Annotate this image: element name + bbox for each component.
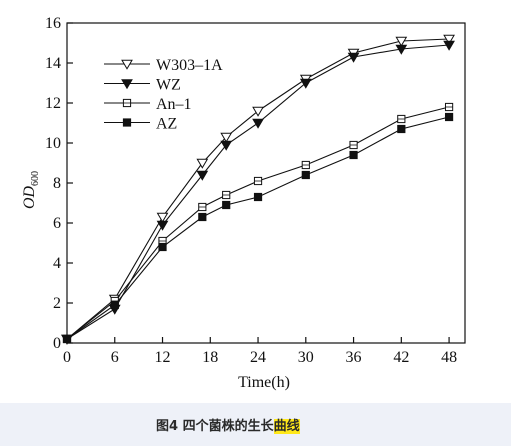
y-tick-label: 4 <box>53 255 61 272</box>
x-tick-label: 42 <box>393 349 409 366</box>
series-4-point <box>349 150 358 160</box>
series-3-line <box>66 106 450 340</box>
legend-label-3: An–1 <box>156 96 192 113</box>
x-tick-label: 12 <box>155 349 171 366</box>
y-tick-label: 0 <box>53 335 61 352</box>
series-2-line <box>66 44 450 340</box>
legend-marker-1 <box>121 59 133 70</box>
series-1-point <box>395 36 408 47</box>
series-2-point <box>156 220 169 231</box>
x-tick-label: 30 <box>298 349 314 366</box>
legend: W303–1A WZ An–1 AZ <box>104 57 223 133</box>
series-1-line <box>66 38 450 340</box>
series-1-point <box>252 106 264 117</box>
y-tick-label: 12 <box>45 95 61 112</box>
series-4-line <box>66 116 450 340</box>
series-2-point <box>252 118 264 129</box>
series-4-point <box>158 242 167 252</box>
series-1-point <box>156 212 169 223</box>
y-tick-label: 8 <box>53 175 61 192</box>
series-4 <box>62 112 454 344</box>
series-4-point <box>110 300 119 310</box>
y-axis: 0 2 4 6 8 10 12 14 16 <box>45 15 73 352</box>
series-1-point <box>196 158 209 169</box>
legend-label-1: W303–1A <box>156 57 223 74</box>
series-2-point <box>443 40 455 51</box>
legend-label-2: WZ <box>156 77 181 94</box>
x-tick-label: 0 <box>63 349 71 366</box>
x-tick-label: 24 <box>250 349 266 366</box>
series-layer <box>61 34 455 345</box>
caption-bar: 图4 四个菌株的生长曲线 <box>0 403 511 446</box>
y-axis-label-subscript: 600 <box>30 171 41 186</box>
y-tick-label: 2 <box>53 295 61 312</box>
y-axis-label: OD600 <box>21 171 41 209</box>
figure-area: 0 2 4 6 8 10 12 14 16 0 6 12 18 24 30 36 42 48 W303–1A WZ… <box>21 15 466 391</box>
series-4-point <box>62 334 72 344</box>
x-axis: 0 6 12 18 24 30 36 42 48 <box>63 337 457 366</box>
y-tick-label: 10 <box>45 135 61 152</box>
legend-label-4: AZ <box>156 116 177 133</box>
x-tick-label: 36 <box>346 349 362 366</box>
legend-marker-2 <box>121 79 133 90</box>
series-2-point <box>299 78 312 89</box>
y-tick-label: 6 <box>53 215 61 232</box>
series-2-point <box>347 52 360 63</box>
series-4-point <box>198 212 207 222</box>
x-tick-label: 48 <box>441 349 457 366</box>
plot-frame <box>66 22 466 344</box>
series-2-point <box>395 44 408 55</box>
series-1-point <box>220 132 233 143</box>
legend-marker-4 <box>122 118 132 127</box>
y-tick-label: 16 <box>45 15 61 32</box>
caption-text: 图4 四个菌株的生长 <box>156 419 274 434</box>
series-4-point <box>253 192 263 202</box>
series-2-point <box>196 170 209 181</box>
series-2-point <box>220 140 233 151</box>
figure-caption: 图4 四个菌株的生长曲线 <box>156 415 300 434</box>
x-tick-label: 18 <box>202 349 218 366</box>
caption-highlight: 曲线 <box>273 419 300 434</box>
y-axis-label-main: OD <box>21 186 38 210</box>
x-tick-label: 6 <box>111 349 119 366</box>
series-1-point <box>443 34 455 45</box>
x-axis-label: Time(h) <box>238 374 290 391</box>
series-4-point <box>397 124 406 134</box>
y-tick-label: 14 <box>45 55 61 72</box>
series-4-point <box>301 170 310 180</box>
series-4-point <box>222 200 231 210</box>
series-4-point <box>444 112 454 122</box>
series-3 <box>62 102 454 344</box>
